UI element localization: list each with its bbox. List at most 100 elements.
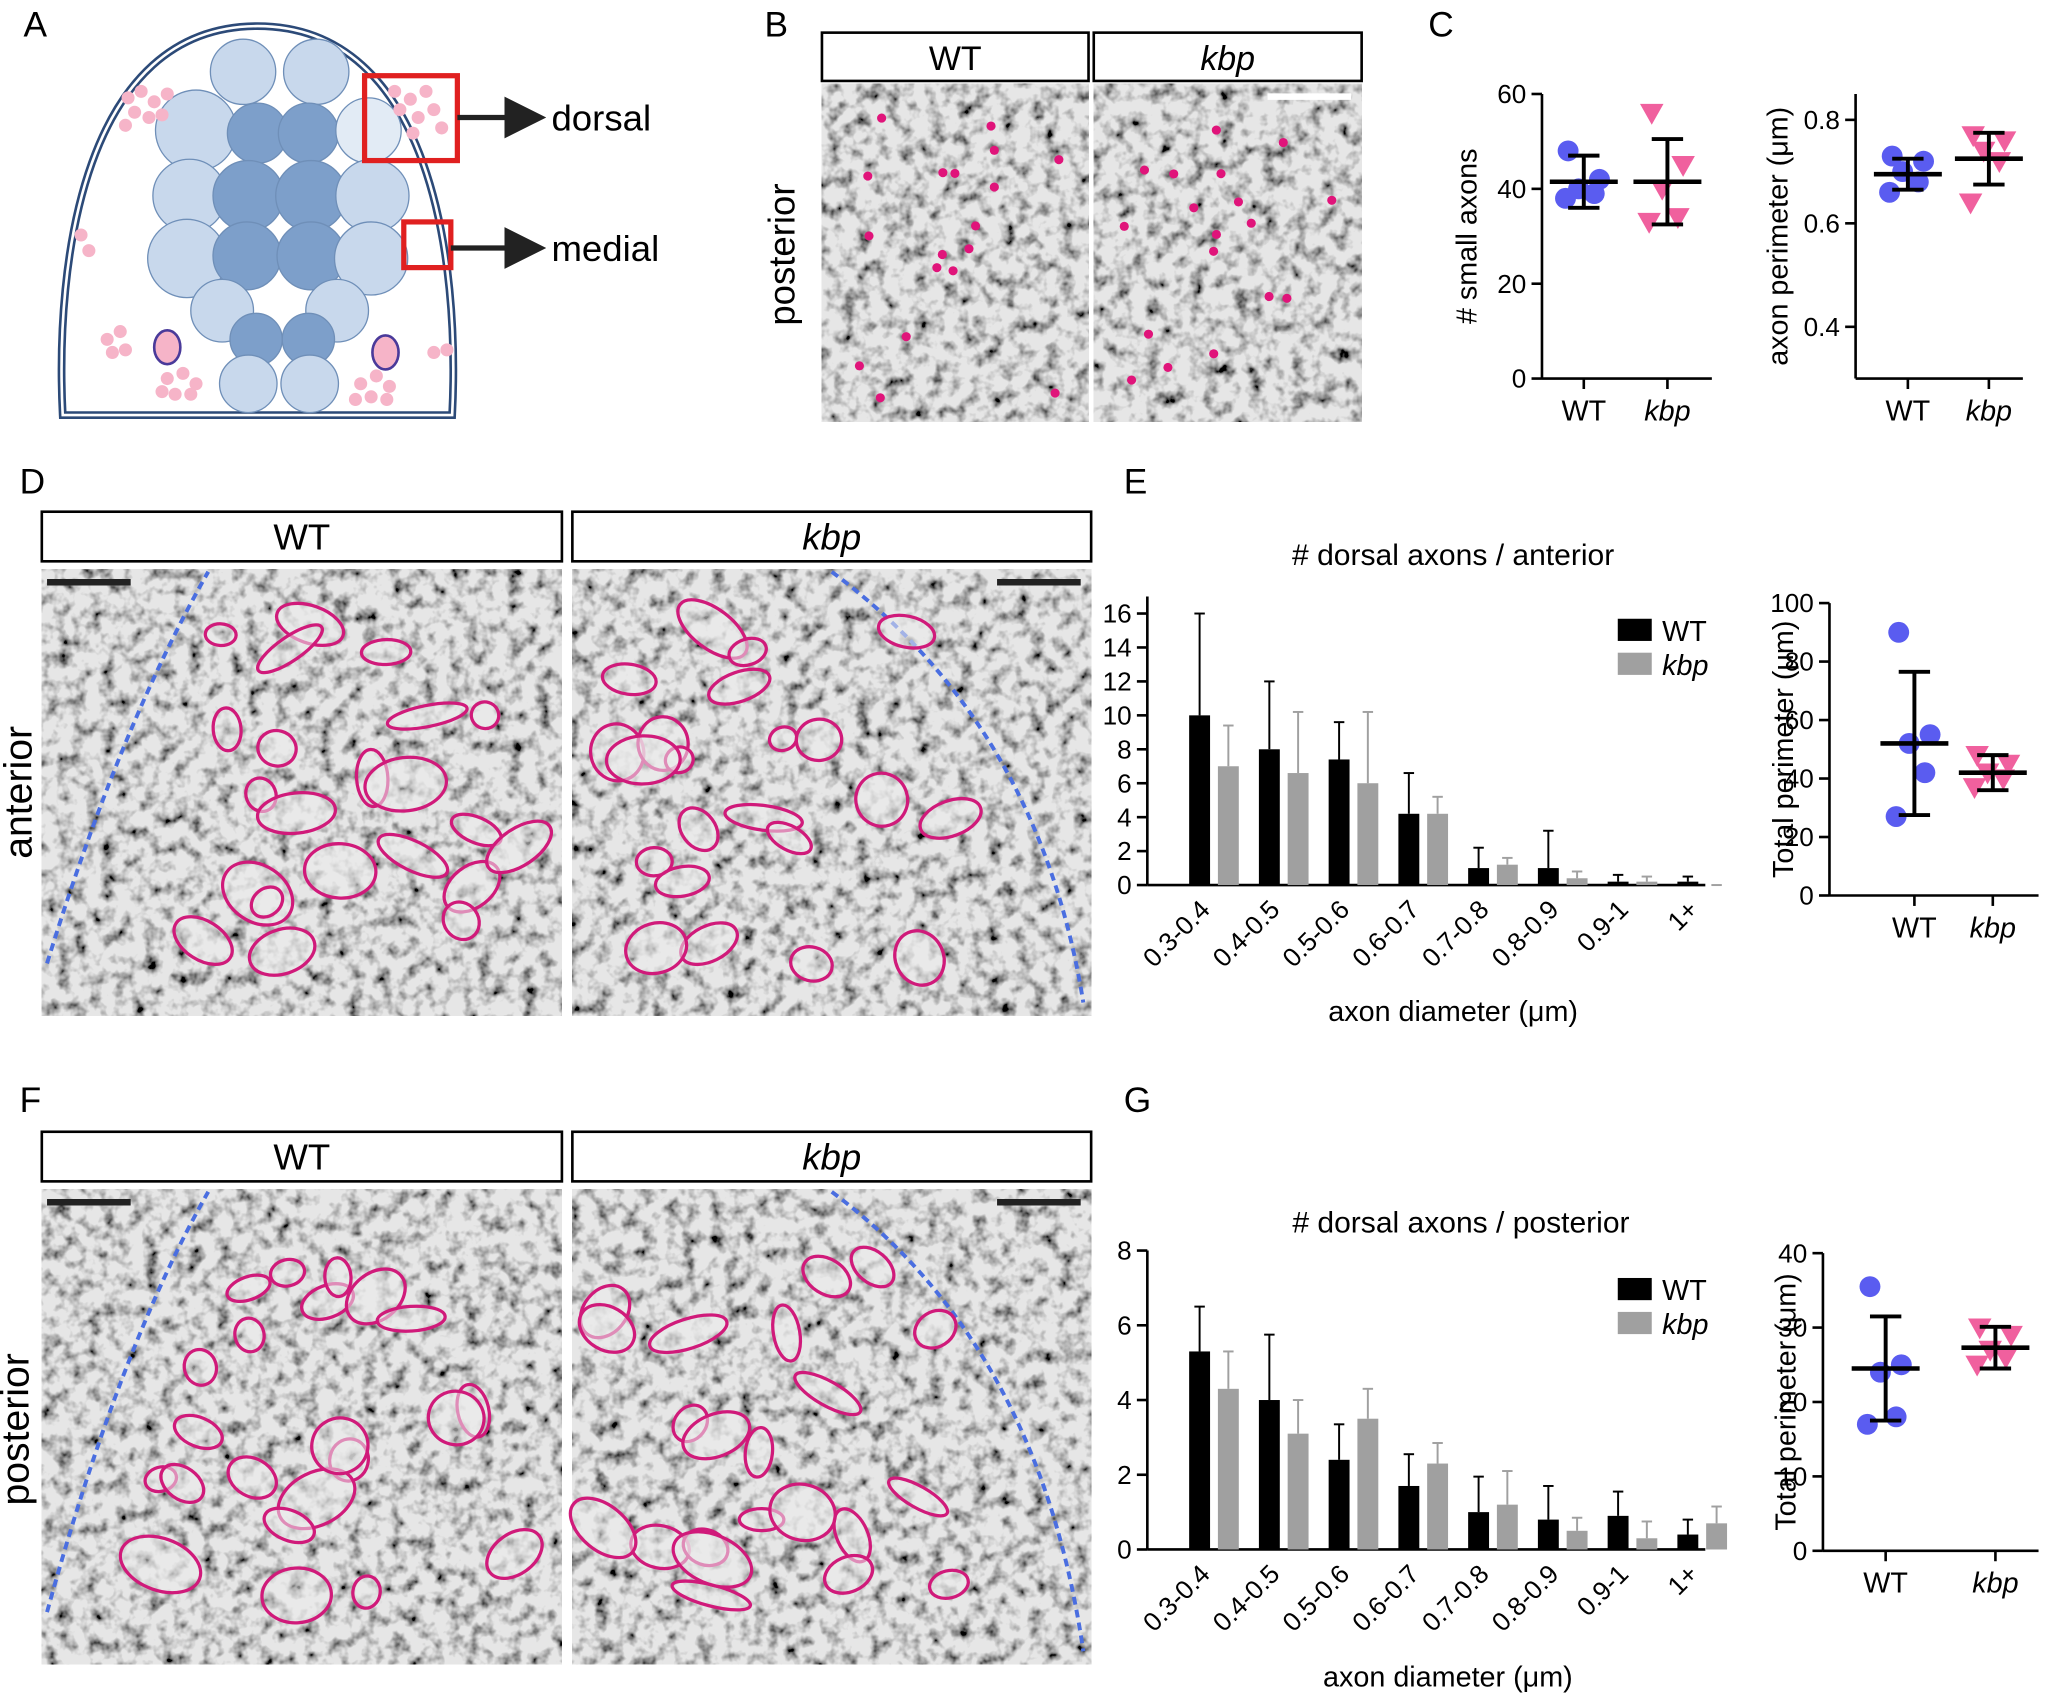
membrane-line	[830, 1190, 1086, 1652]
axon-dot	[1139, 165, 1150, 175]
bar	[1706, 1523, 1728, 1550]
column-header-box	[1092, 31, 1363, 83]
neuron	[282, 38, 350, 106]
y-tick-label: 40	[1785, 764, 1814, 794]
x-tick-label: WT	[1892, 912, 1937, 944]
bar	[1468, 1512, 1490, 1550]
axon-outline	[793, 1370, 863, 1417]
bar	[1607, 881, 1629, 886]
axon-outline	[600, 662, 658, 697]
panel-label: G	[1124, 1081, 1151, 1120]
data-point	[1879, 181, 1901, 203]
glia	[382, 379, 396, 393]
data-point	[1999, 1325, 2023, 1347]
column-header: kbp	[802, 1137, 861, 1178]
glia	[142, 110, 156, 125]
region-label: medial	[551, 228, 659, 269]
data-point	[1885, 806, 1907, 827]
axon-outline	[385, 701, 469, 731]
glia	[411, 110, 425, 125]
legend-swatch	[1617, 1277, 1652, 1301]
glia	[419, 84, 433, 98]
legend-swatch	[1617, 652, 1652, 675]
y-tick-label: 0.4	[1804, 312, 1840, 342]
axon-dot	[932, 263, 942, 273]
column-header: kbp	[802, 517, 861, 558]
axon-outline	[441, 900, 481, 942]
x-axis-label: axon diameter (μm)	[1328, 996, 1578, 1028]
neuron	[280, 354, 340, 414]
x-tick-label: 0.4-0.5	[1207, 1559, 1286, 1638]
data-point	[1987, 152, 2012, 173]
x-tick-label: kbp	[1644, 395, 1690, 427]
x-tick-label: 0.5-0.6	[1276, 894, 1355, 973]
glia	[364, 390, 378, 404]
column-header-box	[571, 1130, 1093, 1183]
axon-outline	[426, 1389, 486, 1447]
glia	[380, 392, 394, 406]
data-point	[1856, 1413, 1878, 1435]
neuron	[218, 354, 278, 414]
axon-outline	[918, 796, 983, 840]
y-tick-label: 60	[1497, 79, 1526, 109]
y-tick-label: 0.8	[1804, 105, 1840, 135]
axon-outline	[765, 820, 813, 856]
axon-dot	[1216, 169, 1226, 179]
axon-outline	[375, 1304, 447, 1333]
y-tick-label: 2	[1117, 836, 1132, 866]
axon-outline	[262, 1506, 316, 1545]
data-point	[1666, 208, 1690, 230]
neuron	[333, 221, 409, 296]
axon-dot	[971, 221, 981, 231]
axon-outline	[485, 1527, 544, 1581]
axon-outline	[268, 1257, 307, 1288]
bar	[1217, 1388, 1239, 1550]
glia	[82, 244, 96, 258]
region-box	[401, 219, 454, 271]
axon-outline	[771, 1303, 803, 1363]
axon-dot	[1163, 362, 1173, 372]
axon-dot	[937, 249, 947, 260]
x-tick-label: 0.6-0.7	[1346, 1559, 1425, 1638]
glia	[128, 105, 142, 119]
cord-outline-inner	[60, 24, 455, 417]
data-point	[1992, 131, 2017, 153]
axon-outline	[359, 637, 413, 667]
bar	[1537, 1519, 1559, 1550]
glia	[369, 369, 383, 383]
x-tick-label: 0.4-0.5	[1207, 894, 1286, 973]
axon-dot	[901, 332, 911, 342]
bar	[1398, 1485, 1420, 1550]
axon-dot	[1054, 155, 1064, 165]
y-tick-label: 30	[1778, 1313, 1807, 1343]
bar	[1677, 881, 1699, 886]
glia	[147, 95, 161, 109]
y-tick-label: 40	[1497, 174, 1526, 204]
panel-label: A	[24, 6, 48, 45]
glia	[118, 343, 132, 357]
glia	[184, 387, 198, 401]
axon-outline	[351, 1574, 382, 1610]
panel-label: F	[20, 1081, 42, 1120]
legend-swatch	[1617, 1311, 1652, 1335]
x-tick-label: 0.7-0.8	[1416, 1559, 1495, 1638]
y-tick-label: 20	[1785, 822, 1814, 852]
bar	[1496, 864, 1518, 886]
bar	[1566, 1530, 1588, 1550]
y-tick-label: 12	[1103, 667, 1132, 697]
y-tick-label: 0	[1799, 881, 1814, 911]
glia	[160, 372, 174, 386]
axon-outline	[893, 929, 946, 987]
bar	[1357, 1418, 1379, 1550]
y-axis-label: Total perimeter (μm)	[1768, 621, 1800, 878]
axon-outline	[743, 1425, 775, 1479]
data-point	[1890, 1354, 1912, 1376]
bar	[1217, 766, 1239, 886]
glia	[105, 345, 119, 359]
neuron	[277, 102, 340, 164]
glia	[113, 325, 127, 339]
data-point	[1637, 212, 1661, 234]
data-point	[1919, 724, 1941, 746]
